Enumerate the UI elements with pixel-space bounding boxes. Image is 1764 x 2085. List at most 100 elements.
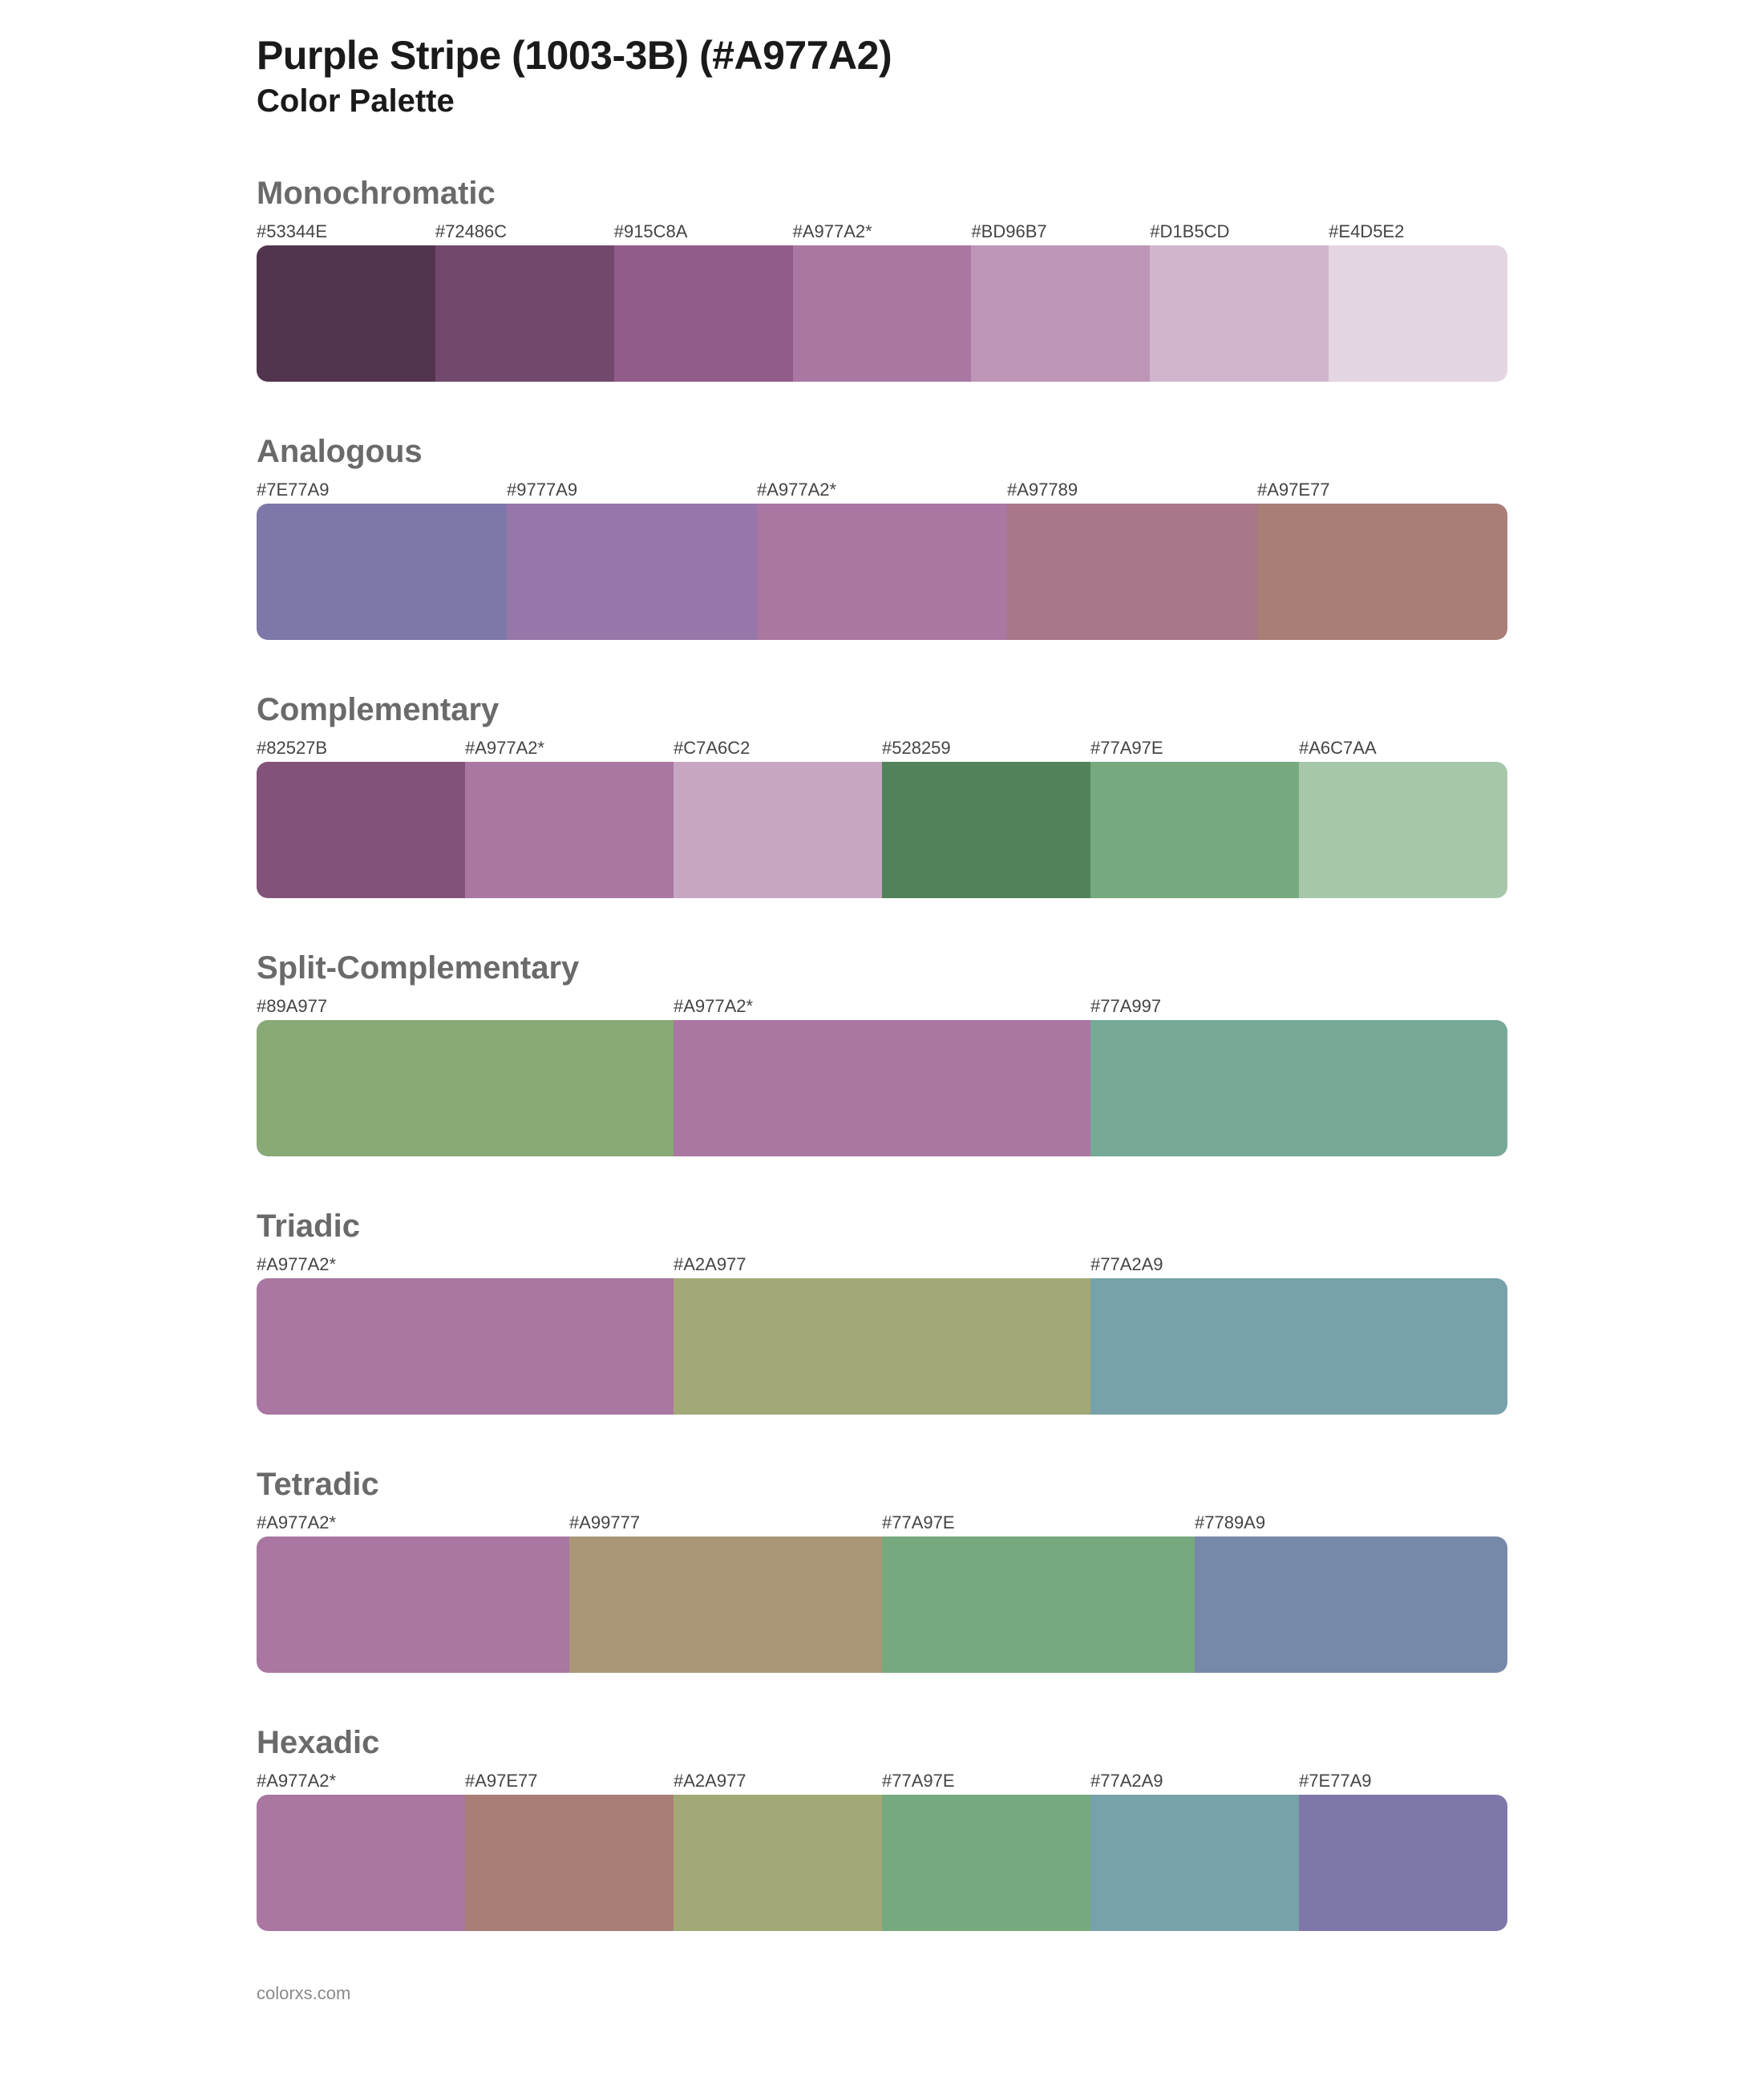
swatch-label: #A977A2* (257, 1254, 674, 1275)
color-swatch[interactable] (465, 762, 674, 898)
color-swatch[interactable] (569, 1536, 882, 1673)
swatch-label: #A2A977 (674, 1771, 882, 1791)
swatch-label: #A97E77 (1257, 480, 1507, 500)
page-title: Purple Stripe (1003-3B) (#A977A2) (257, 32, 1507, 79)
section-title: Tetradic (257, 1467, 1507, 1503)
swatch-label: #9777A9 (507, 480, 757, 500)
swatch-label: #77A997 (1090, 996, 1507, 1017)
labels-row: #53344E#72486C#915C8A#A977A2*#BD96B7#D1B… (257, 221, 1507, 242)
color-swatch[interactable] (674, 1278, 1090, 1415)
color-swatch[interactable] (971, 245, 1150, 382)
swatch-label: #A97789 (1007, 480, 1257, 500)
color-swatch[interactable] (1195, 1536, 1507, 1673)
swatches-row (257, 1278, 1507, 1415)
color-swatch[interactable] (1090, 1278, 1507, 1415)
swatch-label: #A977A2* (674, 996, 1090, 1017)
color-swatch[interactable] (257, 1278, 674, 1415)
labels-row: #82527B#A977A2*#C7A6C2#528259#77A97E#A6C… (257, 738, 1507, 759)
color-swatch[interactable] (507, 504, 757, 640)
color-swatch[interactable] (1299, 762, 1507, 898)
section-title: Analogous (257, 434, 1507, 470)
page-subtitle: Color Palette (257, 83, 1507, 119)
color-swatch[interactable] (1257, 504, 1507, 640)
swatch-label: #915C8A (614, 221, 793, 242)
palette-section: Tetradic #A977A2*#A99777#77A97E#7789A9 (257, 1467, 1507, 1673)
palette-section: Hexadic #A977A2*#A97E77#A2A977#77A97E#77A… (257, 1725, 1507, 1931)
section-title: Complementary (257, 692, 1507, 728)
color-swatch[interactable] (1299, 1795, 1507, 1931)
palette-section: Complementary #82527B#A977A2*#C7A6C2#5282… (257, 692, 1507, 898)
swatch-label: #7789A9 (1195, 1512, 1507, 1533)
color-swatch[interactable] (674, 762, 882, 898)
section-title: Split-Complementary (257, 950, 1507, 986)
swatch-label: #77A97E (1090, 738, 1299, 759)
labels-row: #A977A2*#A2A977#77A2A9 (257, 1254, 1507, 1275)
swatch-label: #A977A2* (793, 221, 972, 242)
swatch-label: #77A97E (882, 1512, 1195, 1533)
swatches-row (257, 1020, 1507, 1156)
color-swatch[interactable] (674, 1020, 1090, 1156)
swatch-label: #7E77A9 (1299, 1771, 1507, 1791)
color-swatch[interactable] (674, 1795, 882, 1931)
swatch-label: #A977A2* (257, 1512, 569, 1533)
color-swatch[interactable] (614, 245, 793, 382)
palette-section: Analogous #7E77A9#9777A9#A977A2*#A97789#A… (257, 434, 1507, 640)
palette-section: Monochromatic #53344E#72486C#915C8A#A977A… (257, 176, 1507, 382)
color-swatch[interactable] (1007, 504, 1257, 640)
swatch-label: #77A2A9 (1090, 1771, 1299, 1791)
swatch-label: #A97E77 (465, 1771, 674, 1791)
color-swatch[interactable] (257, 504, 507, 640)
color-swatch[interactable] (882, 762, 1090, 898)
color-swatch[interactable] (882, 1795, 1090, 1931)
swatch-label: #A2A977 (674, 1254, 1090, 1275)
swatch-label: #A977A2* (257, 1771, 465, 1791)
swatch-label: #7E77A9 (257, 480, 507, 500)
swatches-row (257, 245, 1507, 382)
swatch-label: #77A2A9 (1090, 1254, 1507, 1275)
color-swatch[interactable] (757, 504, 1007, 640)
color-swatch[interactable] (1329, 245, 1507, 382)
footer-credit: colorxs.com (257, 1983, 1507, 2004)
labels-row: #89A977#A977A2*#77A997 (257, 996, 1507, 1017)
palette-section: Split-Complementary #89A977#A977A2*#77A99… (257, 950, 1507, 1156)
swatch-label: #A99777 (569, 1512, 882, 1533)
section-title: Triadic (257, 1208, 1507, 1245)
swatch-label: #C7A6C2 (674, 738, 882, 759)
labels-row: #7E77A9#9777A9#A977A2*#A97789#A97E77 (257, 480, 1507, 500)
swatch-label: #72486C (435, 221, 614, 242)
swatch-label: #D1B5CD (1150, 221, 1329, 242)
swatch-label: #53344E (257, 221, 435, 242)
palette-sections: Monochromatic#53344E#72486C#915C8A#A977A… (257, 176, 1507, 1931)
labels-row: #A977A2*#A99777#77A97E#7789A9 (257, 1512, 1507, 1533)
color-swatch[interactable] (465, 1795, 674, 1931)
color-swatch[interactable] (257, 762, 465, 898)
color-swatch[interactable] (435, 245, 614, 382)
color-swatch[interactable] (257, 1536, 569, 1673)
swatch-label: #BD96B7 (971, 221, 1150, 242)
color-swatch[interactable] (882, 1536, 1195, 1673)
section-title: Monochromatic (257, 176, 1507, 212)
color-swatch[interactable] (257, 1795, 465, 1931)
swatch-label: #528259 (882, 738, 1090, 759)
swatch-label: #A977A2* (757, 480, 1007, 500)
section-title: Hexadic (257, 1725, 1507, 1761)
swatch-label: #82527B (257, 738, 465, 759)
swatch-label: #89A977 (257, 996, 674, 1017)
swatch-label: #77A97E (882, 1771, 1090, 1791)
color-swatch[interactable] (793, 245, 972, 382)
swatches-row (257, 762, 1507, 898)
swatch-label: #A977A2* (465, 738, 674, 759)
swatch-label: #A6C7AA (1299, 738, 1507, 759)
swatches-row (257, 1536, 1507, 1673)
swatches-row (257, 1795, 1507, 1931)
palette-section: Triadic #A977A2*#A2A977#77A2A9 (257, 1208, 1507, 1415)
swatch-label: #E4D5E2 (1329, 221, 1507, 242)
labels-row: #A977A2*#A97E77#A2A977#77A97E#77A2A9#7E7… (257, 1771, 1507, 1791)
color-swatch[interactable] (1090, 762, 1299, 898)
color-swatch[interactable] (257, 1020, 674, 1156)
color-swatch[interactable] (1150, 245, 1329, 382)
color-swatch[interactable] (1090, 1795, 1299, 1931)
color-swatch[interactable] (1090, 1020, 1507, 1156)
color-swatch[interactable] (257, 245, 435, 382)
swatches-row (257, 504, 1507, 640)
